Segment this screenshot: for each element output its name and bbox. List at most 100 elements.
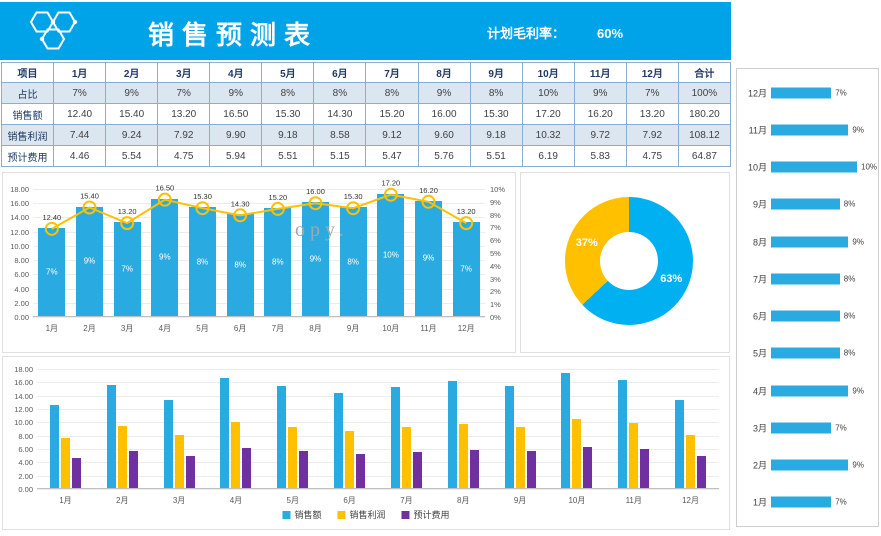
table-header-cell[interactable]: 2月 bbox=[105, 62, 159, 83]
table-cell[interactable]: 16.20 bbox=[573, 103, 627, 125]
table-cell[interactable]: 7.92 bbox=[625, 124, 679, 146]
table-cell[interactable]: 10.32 bbox=[521, 124, 575, 146]
page-title: 销售预测表 bbox=[148, 20, 319, 50]
table-cell[interactable]: 15.40 bbox=[105, 103, 159, 125]
table-cell[interactable]: 5.15 bbox=[313, 145, 367, 167]
table-cell[interactable]: 5.94 bbox=[209, 145, 263, 167]
grouped-bar bbox=[49, 405, 59, 488]
table-cell[interactable]: 8% bbox=[469, 82, 523, 104]
table-cell[interactable]: 5.51 bbox=[469, 145, 523, 167]
table-cell[interactable]: 9.90 bbox=[209, 124, 263, 146]
x-axis-label: 12月 bbox=[682, 496, 700, 505]
table-cell[interactable]: 180.20 bbox=[677, 103, 732, 125]
table-cell[interactable]: 9% bbox=[573, 82, 627, 104]
line-point-label: 12.40 bbox=[42, 213, 61, 222]
line-marker bbox=[346, 201, 361, 216]
table-cell[interactable]: 100% bbox=[677, 82, 732, 104]
table-cell[interactable]: 8% bbox=[313, 82, 367, 104]
row-label-cell[interactable]: 销售利润 bbox=[0, 124, 55, 146]
table-cell[interactable]: 15.30 bbox=[261, 103, 315, 125]
bar-label: 8% bbox=[272, 257, 284, 267]
table-cell[interactable]: 8.58 bbox=[313, 124, 367, 146]
row-label-cell[interactable]: 占比 bbox=[0, 82, 55, 104]
table-header-cell[interactable]: 3月 bbox=[157, 62, 211, 83]
table-cell[interactable]: 5.54 bbox=[105, 145, 159, 167]
table-cell[interactable]: 9.24 bbox=[105, 124, 159, 146]
table-cell[interactable]: 9.60 bbox=[417, 124, 471, 146]
table-cell[interactable]: 7% bbox=[625, 82, 679, 104]
sales-bar: 8% bbox=[226, 214, 254, 316]
table-cell[interactable]: 5.76 bbox=[417, 145, 471, 167]
table-cell[interactable]: 7.92 bbox=[157, 124, 211, 146]
table-cell[interactable]: 5.83 bbox=[573, 145, 627, 167]
table-header-cell[interactable]: 11月 bbox=[573, 62, 627, 83]
table-cell[interactable]: 16.00 bbox=[417, 103, 471, 125]
month-ratio-row: 8月 9% bbox=[737, 223, 878, 260]
table-header-cell[interactable]: 项目 bbox=[0, 62, 55, 83]
table-header-cell[interactable]: 5月 bbox=[261, 62, 315, 83]
table-cell[interactable]: 9.18 bbox=[469, 124, 523, 146]
table-cell[interactable]: 4.46 bbox=[53, 145, 107, 167]
table-cell[interactable]: 9.18 bbox=[261, 124, 315, 146]
table-header-cell[interactable]: 7月 bbox=[365, 62, 419, 83]
ratio-bar bbox=[771, 273, 840, 285]
table-cell[interactable]: 16.50 bbox=[209, 103, 263, 125]
table-cell[interactable]: 9% bbox=[105, 82, 159, 104]
watermark: opy. bbox=[295, 219, 349, 241]
line-marker bbox=[383, 187, 398, 202]
table-header-cell[interactable]: 10月 bbox=[521, 62, 575, 83]
table-cell[interactable]: 9.12 bbox=[365, 124, 419, 146]
table-cell[interactable]: 13.20 bbox=[157, 103, 211, 125]
table-cell[interactable]: 7.44 bbox=[53, 124, 107, 146]
axis-tick-label: 12.00 bbox=[14, 405, 33, 414]
table-cell[interactable]: 4.75 bbox=[157, 145, 211, 167]
table-cell[interactable]: 8% bbox=[261, 82, 315, 104]
grouped-bar bbox=[71, 458, 81, 488]
table-cell[interactable]: 8% bbox=[365, 82, 419, 104]
table-cell[interactable]: 64.87 bbox=[677, 145, 732, 167]
table-header-cell[interactable]: 12月 bbox=[625, 62, 679, 83]
table-header-cell[interactable]: 9月 bbox=[469, 62, 523, 83]
x-axis-label: 10月 bbox=[382, 324, 400, 333]
grouped-bar bbox=[686, 435, 696, 488]
table-cell[interactable]: 15.30 bbox=[469, 103, 523, 125]
table-cell[interactable]: 9% bbox=[417, 82, 471, 104]
table-cell[interactable]: 7% bbox=[157, 82, 211, 104]
sales-bar: 7% bbox=[113, 222, 141, 316]
table-cell[interactable]: 7% bbox=[53, 82, 107, 104]
line-marker bbox=[157, 192, 172, 207]
table-cell[interactable]: 13.20 bbox=[625, 103, 679, 125]
table-header-cell[interactable]: 4月 bbox=[209, 62, 263, 83]
table-header-cell[interactable]: 8月 bbox=[417, 62, 471, 83]
legend-label: 预计费用 bbox=[413, 510, 450, 520]
ratio-bar bbox=[771, 87, 832, 99]
table-header-cell[interactable]: 合计 bbox=[677, 62, 732, 83]
table-cell[interactable]: 5.47 bbox=[365, 145, 419, 167]
sales-bar: 7% bbox=[452, 222, 480, 316]
table-cell[interactable]: 9.72 bbox=[573, 124, 627, 146]
ratio-value-label: 8% bbox=[843, 348, 856, 358]
row-label-cell[interactable]: 销售额 bbox=[0, 103, 55, 125]
table-cell[interactable]: 10% bbox=[521, 82, 575, 104]
table-header-cell[interactable]: 1月 bbox=[53, 62, 107, 83]
grouped-bar bbox=[583, 446, 593, 488]
table-header-row: 项目 1月 2月 3月 4月 5月 6月 7月 8月 9月 10月 11月 12月 合计 bbox=[0, 62, 732, 83]
table-cell[interactable]: 14.30 bbox=[313, 103, 367, 125]
table-row: 销售额 12.40 15.40 13.20 16.50 15.30 14.30 15.20 16… bbox=[0, 103, 732, 125]
line-marker bbox=[120, 216, 135, 231]
table-cell[interactable]: 9% bbox=[209, 82, 263, 104]
grouped-bar bbox=[60, 438, 70, 488]
row-label-cell[interactable]: 预计费用 bbox=[0, 145, 55, 167]
table-cell[interactable]: 5.51 bbox=[261, 145, 315, 167]
ratio-value-label: 8% bbox=[843, 199, 856, 209]
legend-item: 销售利润 bbox=[337, 508, 386, 521]
table-cell[interactable]: 17.20 bbox=[521, 103, 575, 125]
table-cell[interactable]: 4.75 bbox=[625, 145, 679, 167]
table-header-cell[interactable]: 6月 bbox=[313, 62, 367, 83]
table-cell[interactable]: 15.20 bbox=[365, 103, 419, 125]
table-cell[interactable]: 12.40 bbox=[53, 103, 107, 125]
line-point-label: 16.00 bbox=[306, 187, 325, 196]
line-point-label: 15.40 bbox=[80, 191, 99, 200]
table-cell[interactable]: 6.19 bbox=[521, 145, 575, 167]
table-cell[interactable]: 108.12 bbox=[677, 124, 732, 146]
